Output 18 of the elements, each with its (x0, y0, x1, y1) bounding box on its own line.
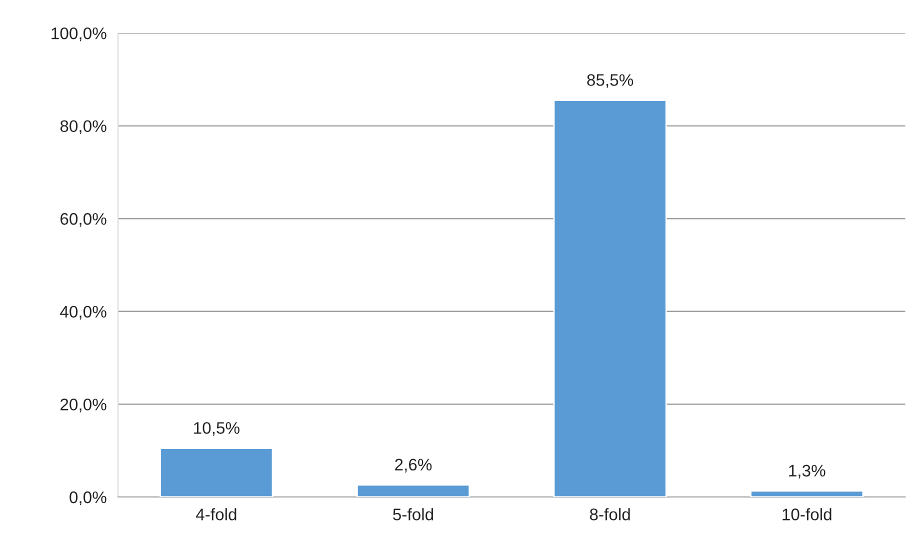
y-tick-label: 0,0% (70, 491, 106, 506)
x-tick-label: 10-fold (782, 508, 832, 520)
x-tick-label: 8-fold (590, 508, 630, 520)
y-tick-label: 60,0% (60, 213, 106, 227)
x-tick-label: 5-fold (393, 508, 434, 520)
data-label: 10,5% (194, 422, 240, 436)
y-tick-label: 100,0% (52, 27, 106, 42)
bar (356, 484, 470, 497)
bar (553, 100, 667, 497)
data-label: 85,5% (587, 74, 634, 88)
y-tick-label: 40,0% (60, 306, 106, 320)
bar (160, 448, 274, 497)
bar (750, 490, 864, 497)
data-label: 1,3% (789, 464, 826, 479)
data-label: 2,6% (395, 458, 432, 473)
x-tick-label: 4-fold (196, 508, 236, 520)
y-tick-label: 20,0% (60, 398, 106, 412)
y-tick-label: 80,0% (60, 120, 106, 134)
